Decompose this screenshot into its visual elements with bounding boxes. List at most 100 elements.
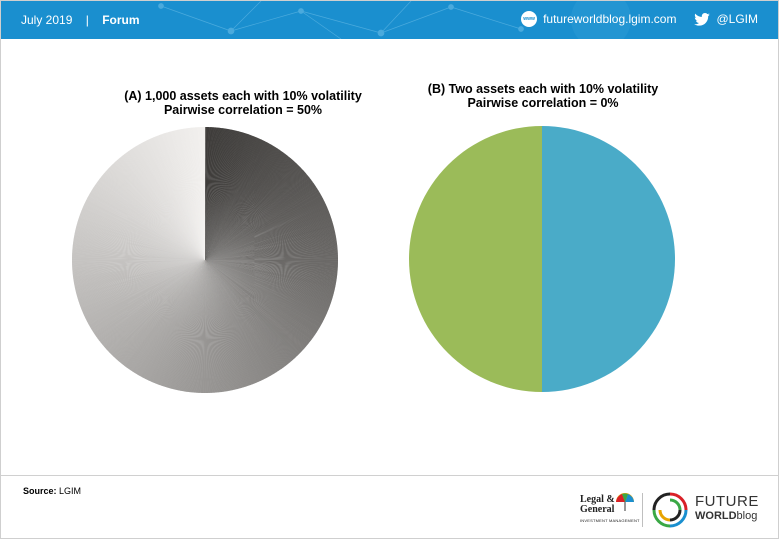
pie-a-slice [205, 260, 241, 389]
pie-a-slice [205, 260, 272, 376]
pie-a-slice [205, 260, 240, 389]
pie-a-slice [120, 156, 205, 260]
pie-a-slice [205, 260, 220, 393]
pie-a-slice [205, 159, 294, 260]
pie-a-slice [205, 260, 278, 372]
pie-a-slice [205, 150, 283, 260]
pie-a-slice [205, 260, 316, 336]
pie-a-slice [205, 260, 234, 391]
pie-a-slice [105, 170, 205, 260]
pie-a-slice [171, 131, 205, 260]
pie-a-slice [205, 145, 275, 260]
pie-a-slice [205, 260, 216, 393]
pie-a-slice [205, 260, 317, 334]
pie-a-slice [205, 165, 300, 260]
pie-a-slice [79, 260, 205, 306]
pie-a-slice [72, 260, 205, 276]
pie-a-slice [205, 233, 336, 260]
pie-a-slice [205, 168, 303, 260]
pie-a-slice [205, 260, 233, 391]
pie-a-slice [98, 260, 205, 341]
pie-a-slice [79, 260, 205, 305]
pie-a-slice [205, 260, 230, 391]
pie-a-slice [205, 175, 309, 260]
pie-a-slice [205, 150, 282, 260]
pie-a-slice [205, 260, 268, 378]
pie-a-slice [205, 193, 321, 260]
pie-a-slice [205, 192, 321, 260]
pie-a-slice [205, 208, 329, 260]
pie-a-slice [205, 172, 306, 260]
pie-a-slice [175, 129, 205, 260]
pie-a-slice [205, 255, 338, 260]
future-world-blog-logo: FUTURE WORLDblog [651, 491, 771, 531]
pie-a-slice [94, 260, 205, 335]
pie-a-slice [205, 260, 248, 387]
pie-a-slice [73, 260, 206, 280]
pie-a-slice [138, 144, 205, 260]
header-twitter-handle[interactable]: @LGIM [716, 12, 758, 26]
pie-a-slice [205, 260, 296, 359]
pie-a-slice [132, 260, 205, 373]
pie-a-slice [92, 188, 205, 260]
pie-a-slice [130, 149, 205, 260]
pie-a-slice [168, 131, 205, 260]
pie-a-slice [137, 260, 205, 376]
pie-a-slice [75, 260, 205, 294]
pie-a-slice [197, 127, 205, 260]
pie-a-slice [205, 260, 229, 392]
pie-a-slice [205, 188, 318, 260]
pie-a-slice [205, 260, 303, 352]
header-site-link[interactable]: futureworldblog.lgim.com [543, 12, 677, 26]
pie-a-slice [113, 162, 205, 260]
pie-a-slice [72, 260, 205, 272]
pie-a-slice [205, 209, 329, 260]
pie-a-slice [79, 260, 205, 306]
pie-a-slice [72, 260, 205, 269]
chart-b-title: (B) Two assets each with 10% volatility … [393, 82, 693, 110]
pie-a-slice [205, 195, 323, 260]
pie-a-slice [198, 127, 205, 260]
pie-a-slice [205, 260, 254, 385]
pie-a-slice [119, 157, 205, 260]
pie-a-slice [205, 260, 317, 333]
pie-a-slice [205, 260, 266, 379]
pie-a-slice [176, 129, 205, 260]
pie-a-slice [205, 225, 334, 260]
pie-a-slice [205, 229, 335, 260]
pie-a-slice [205, 155, 289, 260]
pie-a-slice [205, 260, 304, 351]
pie-chart-b [409, 126, 675, 392]
pie-a-slice [118, 157, 205, 260]
pie-a-slice [128, 260, 205, 370]
pie-a-slice [205, 173, 307, 260]
pie-a-slice [205, 185, 317, 260]
pie-a-slice [191, 127, 205, 260]
pie-a-slice [205, 260, 235, 391]
pie-a-slice [205, 260, 242, 389]
pie-a-slice [205, 160, 295, 260]
pie-a-slice [205, 260, 274, 375]
pie-a-slice [96, 260, 205, 338]
pie-a-slice [205, 183, 315, 260]
pie-a-slice [122, 154, 205, 260]
pie-a-slice [205, 172, 307, 260]
pie-a-slice [205, 232, 336, 260]
pie-a-slice [205, 221, 333, 260]
legal-general-logo: Legal & General INVESTMENT MANAGEMENT [580, 491, 640, 531]
pie-a-slice [116, 260, 205, 361]
pie-a-slice [205, 260, 222, 393]
pie-a-slice [205, 240, 337, 260]
pie-a-slice [205, 260, 230, 391]
pie-a-slice [76, 260, 205, 294]
pie-a-slice [205, 260, 309, 345]
pie-a-slice [116, 260, 205, 360]
pie-a-slice [180, 129, 205, 260]
lg-logo-line-2: General [580, 504, 615, 515]
pie-a-slice [139, 260, 205, 377]
pie-a-slice [136, 145, 205, 260]
pie-a-slice [115, 161, 205, 260]
pie-a-slice [201, 127, 205, 260]
pie-a-slice [73, 260, 206, 278]
pie-a-slice [86, 260, 205, 322]
